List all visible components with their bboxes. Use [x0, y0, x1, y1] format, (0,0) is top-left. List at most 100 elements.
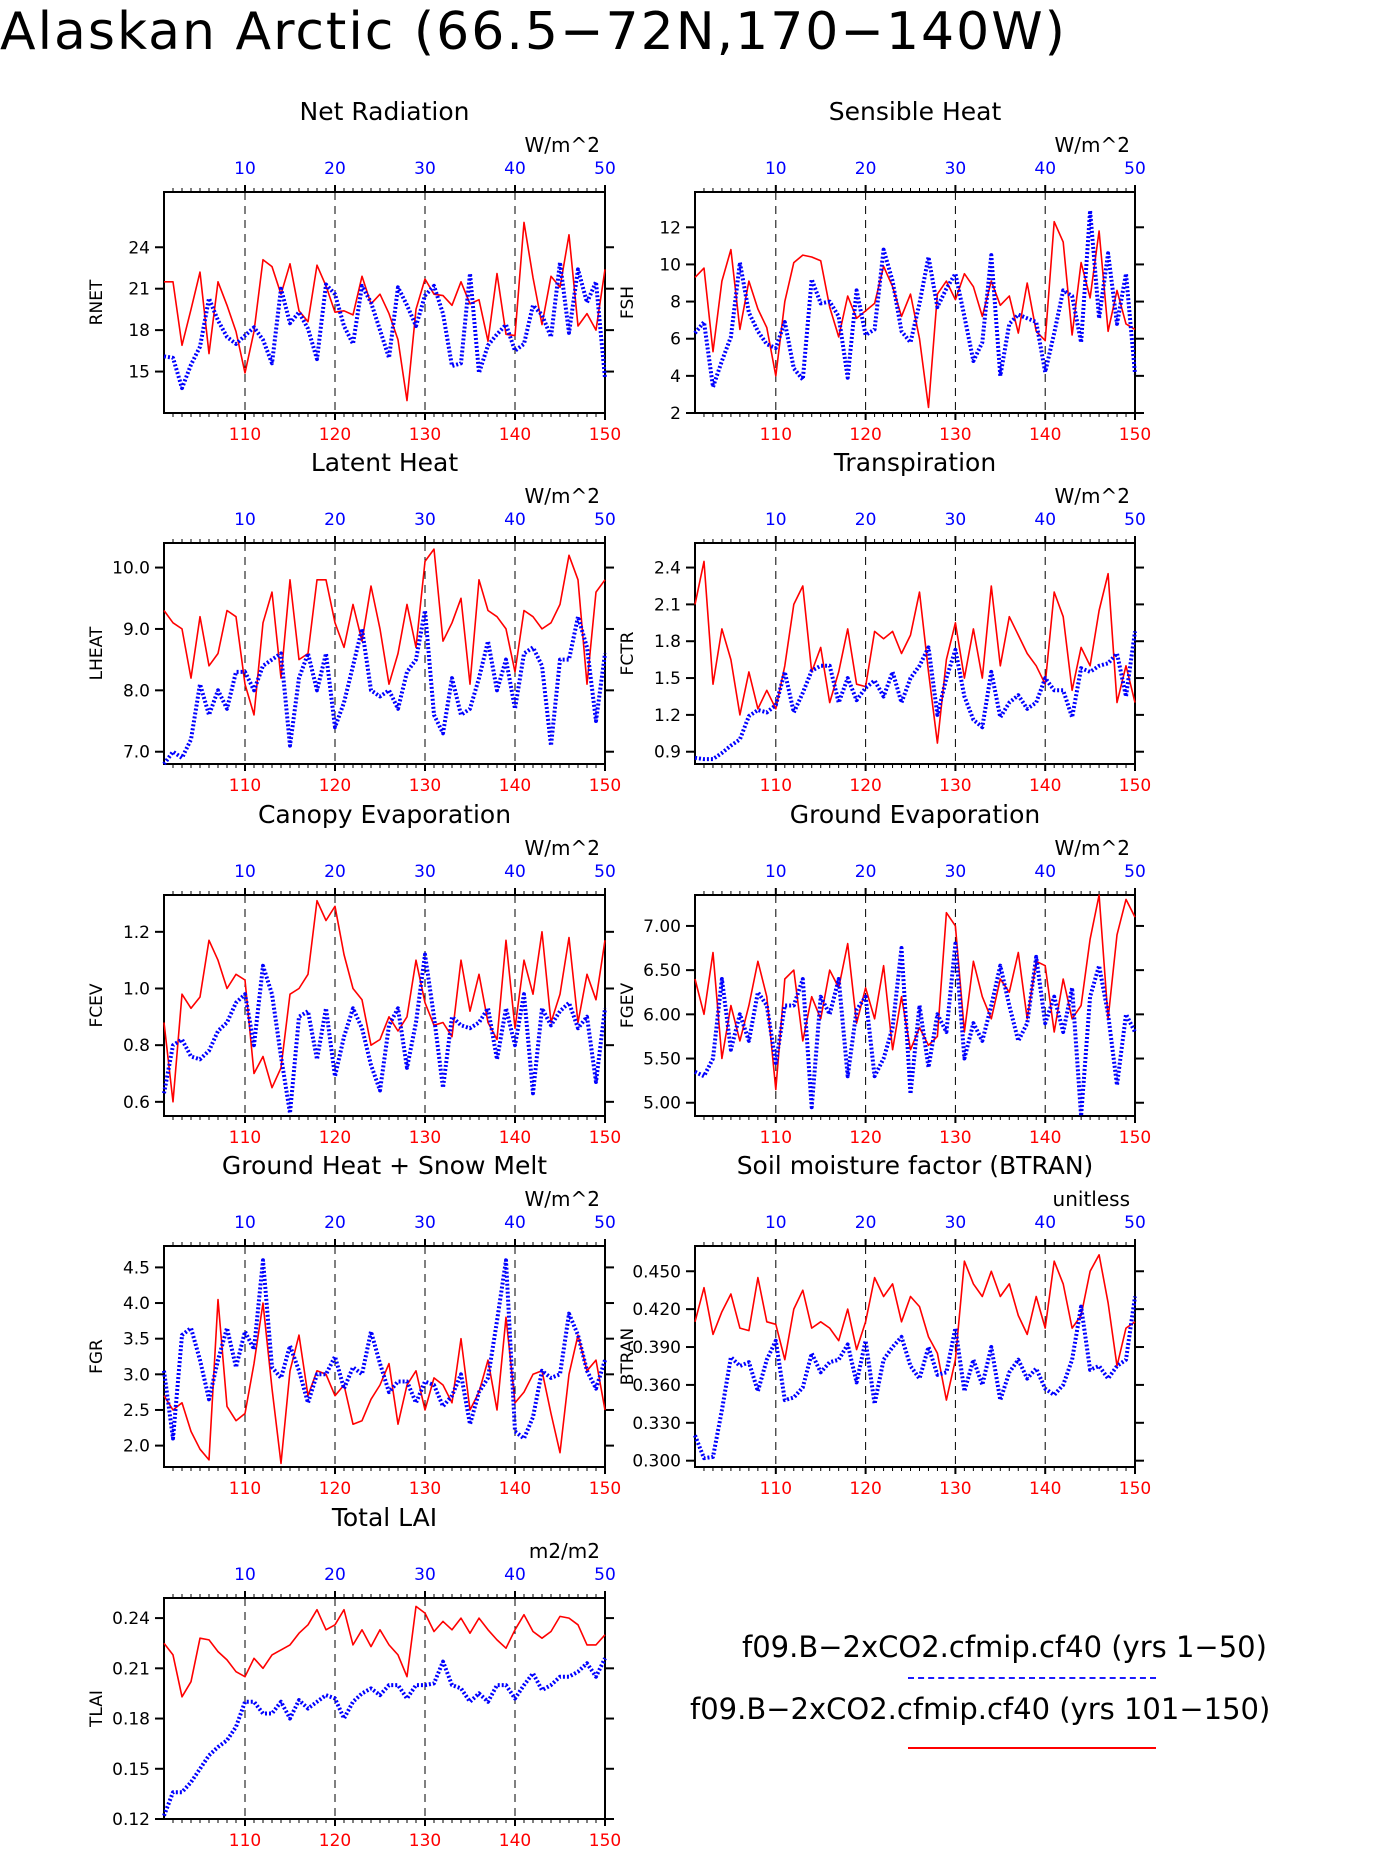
x-bottom-tick-label: 150 — [1119, 776, 1151, 796]
x-top-tick-label: 50 — [1124, 862, 1146, 882]
y-tick-label: 18 — [128, 321, 150, 341]
x-bottom-tick-label: 150 — [1119, 1479, 1151, 1499]
chart-panel-9: 10 110 20 120 30 130 40 140 50 150 0.12 0.15 0.18 0.2… — [87, 1503, 621, 1849]
plot-frame — [694, 542, 1136, 765]
y-tick-label: 6.00 — [643, 1005, 681, 1025]
x-top-tick-label: 20 — [324, 510, 346, 530]
y-axis-label: FGR — [87, 1339, 107, 1374]
y-axis-label: RNET — [87, 279, 107, 325]
x-top-tick-label: 10 — [765, 1213, 787, 1233]
series-line-yrs-101-150 — [164, 221, 606, 402]
y-tick-label: 3.5 — [123, 1330, 150, 1350]
y-tick-label: 0.330 — [632, 1414, 681, 1434]
legend-line-series-b — [908, 1747, 1156, 1749]
legend: f09.B−2xCO2.cfmip.cf40 (yrs 1−50) f09.B−… — [690, 1620, 1370, 1760]
x-bottom-tick-label: 120 — [319, 425, 351, 445]
series-line-yrs-1-50 — [694, 631, 1137, 762]
y-tick-label: 0.450 — [632, 1262, 681, 1282]
chart-panel-4: 10 110 20 120 30 130 40 140 50 150 0.9 1.2 1.5 1.8 2.1… — [618, 448, 1151, 796]
y-axis-label: TLAI — [87, 1690, 107, 1728]
y-tick-label: 1.5 — [654, 669, 681, 689]
x-bottom-tick-label: 140 — [1029, 776, 1061, 796]
x-bottom-tick-label: 140 — [499, 1479, 531, 1499]
x-bottom-tick-label: 130 — [409, 1831, 441, 1849]
chart-title: Canopy Evaporation — [258, 800, 511, 829]
y-tick-label: 4.0 — [123, 1294, 150, 1314]
plot-frame — [694, 894, 1136, 1117]
units-label: W/m^2 — [525, 1187, 600, 1211]
plot-frame — [163, 894, 606, 1117]
x-top-tick-label: 40 — [1034, 1213, 1056, 1233]
y-tick-label: 0.8 — [123, 1036, 150, 1056]
y-tick-label: 0.420 — [632, 1300, 681, 1320]
chart-title: Total LAI — [331, 1503, 437, 1532]
x-top-tick-label: 20 — [855, 862, 877, 882]
y-tick-label: 1.2 — [123, 923, 150, 943]
x-bottom-tick-label: 120 — [849, 425, 881, 445]
x-top-tick-label: 20 — [324, 1565, 346, 1585]
x-top-tick-label: 50 — [594, 862, 616, 882]
x-top-tick-label: 20 — [855, 510, 877, 530]
plot-frame — [694, 1245, 1136, 1468]
x-top-tick-label: 30 — [414, 1565, 436, 1585]
y-tick-label: 7.0 — [123, 743, 150, 763]
y-tick-label: 0.360 — [632, 1376, 681, 1396]
series-line-yrs-1-50 — [162, 952, 607, 1116]
chart-panel-1: 10 110 20 120 30 130 40 140 50 150 15 18 21 24 Net Rad… — [87, 97, 621, 445]
x-top-tick-label: 10 — [765, 159, 787, 179]
chart-title: Transpiration — [833, 448, 996, 477]
x-top-tick-label: 50 — [594, 1213, 616, 1233]
chart-panel-5: 10 110 20 120 30 130 40 140 50 150 0.6 0.8 1.0 1.2 Can… — [87, 800, 621, 1148]
x-top-tick-label: 10 — [765, 510, 787, 530]
series-line-yrs-1-50 — [693, 1296, 1137, 1461]
x-bottom-tick-label: 130 — [939, 425, 971, 445]
x-top-tick-label: 30 — [414, 510, 436, 530]
chart-title: Sensible Heat — [829, 97, 1002, 126]
x-bottom-tick-label: 120 — [319, 1479, 351, 1499]
y-tick-label: 1.8 — [654, 632, 681, 652]
x-top-tick-label: 40 — [504, 510, 526, 530]
x-bottom-tick-label: 140 — [499, 425, 531, 445]
x-bottom-tick-label: 150 — [589, 1128, 621, 1148]
x-bottom-tick-label: 150 — [589, 425, 621, 445]
x-bottom-tick-label: 110 — [229, 1479, 261, 1499]
x-bottom-tick-label: 110 — [229, 1831, 261, 1849]
y-tick-label: 0.21 — [112, 1659, 150, 1679]
y-tick-label: 0.300 — [632, 1452, 681, 1472]
y-tick-label: 5.50 — [643, 1050, 681, 1070]
y-axis-label: LHEAT — [87, 626, 107, 680]
x-bottom-tick-label: 110 — [229, 425, 261, 445]
y-tick-label: 10.0 — [112, 559, 150, 579]
x-bottom-tick-label: 140 — [499, 1831, 531, 1849]
x-bottom-tick-label: 130 — [939, 776, 971, 796]
series-line-yrs-101-150 — [163, 548, 606, 716]
plot-frame — [163, 1245, 606, 1468]
chart-title: Net Radiation — [300, 97, 470, 126]
y-tick-label: 8.0 — [123, 681, 150, 701]
series-line-yrs-101-150 — [694, 220, 1136, 409]
units-label: W/m^2 — [1055, 836, 1130, 860]
y-tick-label: 15 — [128, 363, 150, 383]
x-top-tick-label: 10 — [234, 1565, 256, 1585]
series-line-yrs-1-50 — [163, 260, 607, 391]
y-tick-label: 6.50 — [643, 961, 681, 981]
y-axis-label: BTRAN — [618, 1328, 638, 1386]
x-bottom-tick-label: 130 — [409, 1479, 441, 1499]
plot-frame — [163, 191, 606, 414]
legend-line-series-a — [908, 1677, 1156, 1679]
x-top-tick-label: 50 — [594, 510, 616, 530]
y-tick-label: 5.00 — [643, 1094, 681, 1114]
series-line-yrs-101-150 — [694, 894, 1136, 1091]
y-axis-label: FCTR — [618, 631, 638, 675]
x-bottom-tick-label: 130 — [409, 776, 441, 796]
y-tick-label: 3.0 — [123, 1365, 150, 1385]
y-tick-label: 0.15 — [112, 1760, 150, 1780]
x-bottom-tick-label: 140 — [1029, 1128, 1061, 1148]
y-tick-label: 0.390 — [632, 1338, 681, 1358]
x-top-tick-label: 50 — [594, 159, 616, 179]
chart-panel-2: 10 110 20 120 30 130 40 140 50 150 2 4 6 8 10 12 Sensibl… — [618, 97, 1151, 445]
y-tick-label: 9.0 — [123, 620, 150, 640]
x-top-tick-label: 20 — [855, 159, 877, 179]
y-tick-label: 2.1 — [654, 595, 681, 615]
